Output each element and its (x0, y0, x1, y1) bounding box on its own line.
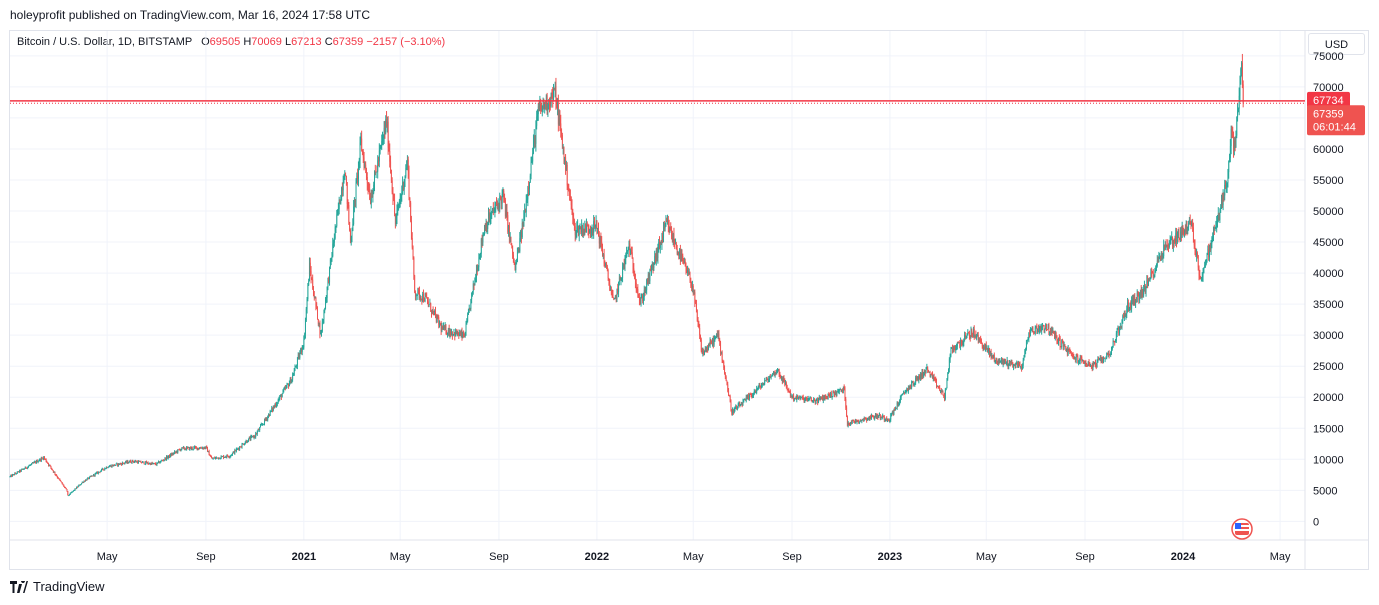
currency-button[interactable]: USD (1308, 33, 1365, 55)
high-value: 70069 (251, 36, 282, 48)
ohlc-values: O69505 H70069 L67213 C67359 −2157 (−3.10… (201, 36, 445, 48)
low-label: L (284, 36, 292, 48)
close-value: 67359 (332, 36, 364, 48)
open-label: O (201, 36, 210, 48)
tradingview-brand: TradingView (33, 579, 105, 594)
high-label: H (243, 36, 252, 48)
change-value: −2157 (−3.10%) (366, 36, 446, 48)
tradingview-footer[interactable]: TradingView (10, 579, 105, 594)
publisher-header: holeyprofit published on TradingView.com… (10, 8, 370, 22)
chart-legend: Bitcoin / U.S. Dollar, 1D, BITSTAMP O695… (17, 36, 445, 48)
low-value: 67213 (291, 36, 322, 48)
open-value: 69505 (209, 36, 241, 48)
symbol-title[interactable]: Bitcoin / U.S. Dollar, 1D, BITSTAMP (17, 36, 193, 48)
tradingview-logo-icon (10, 580, 28, 593)
chart-panel[interactable] (9, 30, 1369, 570)
close-label: C (324, 36, 333, 48)
